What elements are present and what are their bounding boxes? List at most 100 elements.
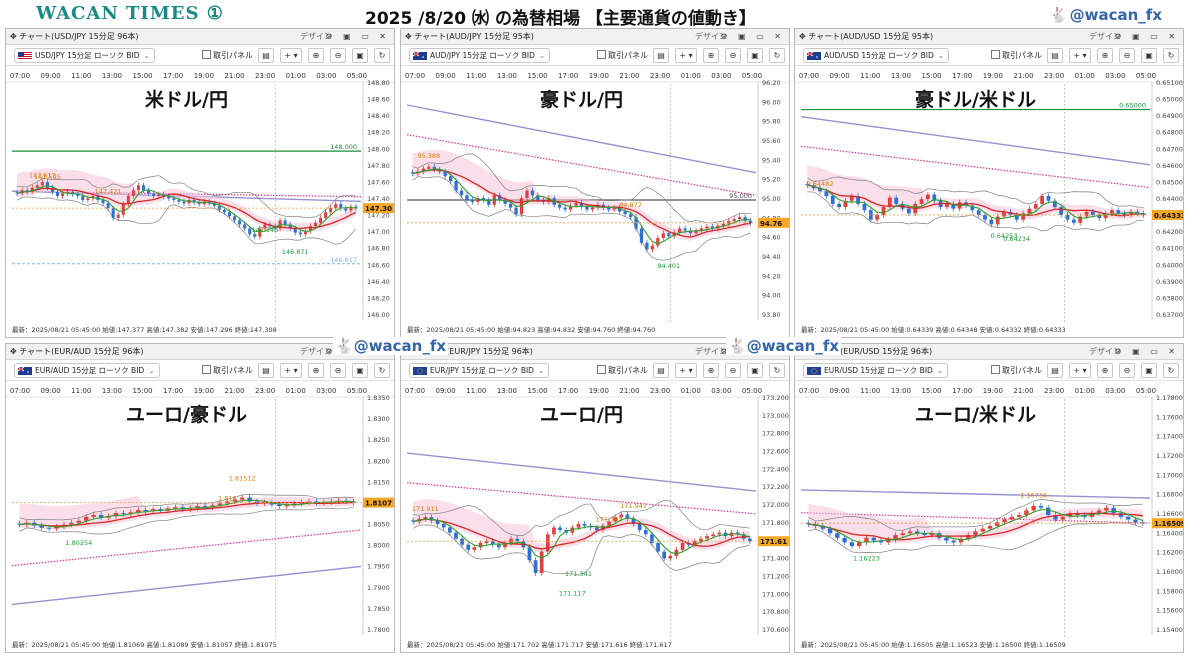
- crosshair-button[interactable]: + ▾: [675, 363, 697, 378]
- crosshair-button[interactable]: + ▾: [1069, 363, 1091, 378]
- zoom-in-button[interactable]: ⊕: [308, 363, 324, 378]
- candle: [637, 524, 642, 531]
- zoom-out-button[interactable]: ⊖: [330, 48, 346, 63]
- price-chart[interactable]: 07:00 09:00 11:00 13:00 15:00 17:00 19:00 21:00…: [6, 381, 394, 641]
- candle: [71, 191, 75, 195]
- panel-title: ✥ チャート(AUD/JPY 15分足 95本): [405, 32, 534, 41]
- x-tick-label: 09:00: [41, 387, 61, 395]
- long-ma-pink: [406, 134, 757, 197]
- candle: [980, 528, 985, 532]
- zoom-out-button[interactable]: ⊖: [725, 363, 741, 378]
- crosshair-button[interactable]: + ▾: [675, 48, 697, 63]
- trade-panel-checkbox[interactable]: 取引パネル: [597, 50, 648, 61]
- refresh-button[interactable]: ↻: [769, 48, 785, 63]
- fit-button[interactable]: ▣: [352, 48, 368, 63]
- trade-panel-checkbox[interactable]: 取引パネル: [202, 365, 253, 376]
- design-button[interactable]: デザイン: [1089, 347, 1121, 356]
- zoom-in-button[interactable]: ⊕: [703, 363, 719, 378]
- symbol-select[interactable]: AUD/JPY 15分足 ローソク BID ⌄: [409, 48, 551, 63]
- zoom-out-button[interactable]: ⊖: [1119, 363, 1135, 378]
- candle: [106, 203, 110, 209]
- candle: [590, 207, 595, 210]
- refresh-button[interactable]: ↻: [769, 363, 785, 378]
- refresh-button[interactable]: ↻: [1163, 363, 1179, 378]
- panel-title-bar[interactable]: ✥ チャート(USD/JPY 15分足 96本) デザイン ⚙ ▣ ▭ ✕: [6, 29, 394, 45]
- trade-panel-checkbox[interactable]: 取引パネル: [991, 365, 1042, 376]
- y-tick-label: 1.17600: [1156, 413, 1183, 421]
- trade-panel-checkbox[interactable]: 取引パネル: [597, 365, 648, 376]
- x-tick-label: 07:00: [405, 72, 425, 80]
- price-chart[interactable]: 07:00 09:00 11:00 13:00 15:00 17:00 19:00 21:00…: [6, 66, 394, 326]
- price-chart[interactable]: 07:00 09:00 11:00 13:00 15:00 17:00 19:00 21:00…: [401, 66, 789, 326]
- design-button[interactable]: デザイン: [695, 32, 727, 41]
- x-tick-label: 01:00: [286, 72, 306, 80]
- trade-panel-checkbox[interactable]: 取引パネル: [202, 50, 253, 61]
- y-tick-label: 172.000: [762, 501, 789, 509]
- indicator-button[interactable]: ▤: [258, 48, 274, 63]
- window-controls[interactable]: ⚙ ▣ ▭ ✕: [720, 32, 785, 41]
- fit-button[interactable]: ▣: [747, 363, 763, 378]
- watermark-2: 🐇@wacan_fx: [726, 337, 842, 355]
- price-chart[interactable]: 07:00 09:00 11:00 13:00 15:00 17:00 19:00 21:00…: [401, 381, 789, 641]
- symbol-select[interactable]: EUR/JPY 15分足 ローソク BID ⌄: [409, 363, 550, 378]
- price-chart[interactable]: 07:00 09:00 11:00 13:00 15:00 17:00 19:00 21:00…: [795, 66, 1183, 326]
- symbol-select[interactable]: USD/JPY 15分足 ローソク BID ⌄: [14, 48, 155, 63]
- trade-panel-checkbox[interactable]: 取引パネル: [991, 50, 1042, 61]
- fit-button[interactable]: ▣: [1141, 48, 1157, 63]
- crosshair-button[interactable]: + ▾: [1069, 48, 1091, 63]
- x-tick-label: 15:00: [921, 72, 941, 80]
- page-title: 2025 /8/20 ㈬ の為替相場 【主要通貨の値動き】: [365, 9, 756, 29]
- candle: [574, 202, 578, 206]
- refresh-button[interactable]: ↻: [374, 363, 390, 378]
- x-tick-label: 13:00: [891, 72, 911, 80]
- candle: [915, 531, 920, 534]
- zoom-in-button[interactable]: ⊕: [1097, 48, 1113, 63]
- symbol-select[interactable]: EUR/USD 15分足 ローソク BID ⌄: [803, 363, 949, 378]
- refresh-button[interactable]: ↻: [1163, 48, 1179, 63]
- symbol-select[interactable]: EUR/AUD 15分足 ローソク BID ⌄: [14, 363, 160, 378]
- symbol-label: USD/JPY 15分足 ローソク BID: [35, 51, 140, 60]
- indicator-button[interactable]: ▤: [1047, 48, 1063, 63]
- chart-toolbar: EUR/JPY 15分足 ローソク BID⌄取引パネル▤+ ▾⊕⊖▣↻✎▾: [401, 360, 789, 381]
- candle: [277, 504, 282, 507]
- zoom-out-button[interactable]: ⊖: [725, 48, 741, 63]
- panel-title-bar[interactable]: ✥ チャート(AUD/USD 15分足 95本) デザイン ⚙ ▣ ▭ ✕: [795, 29, 1183, 45]
- crosshair-button[interactable]: + ▾: [280, 363, 302, 378]
- candle: [843, 200, 848, 208]
- x-tick-label: 03:00: [1105, 72, 1125, 80]
- indicator-button[interactable]: ▤: [653, 363, 669, 378]
- zoom-in-button[interactable]: ⊕: [1097, 363, 1113, 378]
- zoom-out-button[interactable]: ⊖: [330, 363, 346, 378]
- indicator-button[interactable]: ▤: [258, 363, 274, 378]
- y-tick-label: 171.400: [762, 555, 789, 563]
- design-button[interactable]: デザイン: [695, 347, 727, 356]
- candle: [678, 228, 682, 233]
- indicator-button[interactable]: ▤: [653, 48, 669, 63]
- window-controls[interactable]: ⚙ ▣ ▭ ✕: [1114, 32, 1179, 41]
- window-controls[interactable]: ⚙ ▣ ▭ ✕: [325, 32, 390, 41]
- zoom-in-button[interactable]: ⊕: [703, 48, 719, 63]
- refresh-button[interactable]: ↻: [374, 48, 390, 63]
- price-chart[interactable]: 07:00 09:00 11:00 13:00 15:00 17:00 19:00 21:00…: [795, 381, 1183, 641]
- zoom-in-button[interactable]: ⊕: [308, 48, 324, 63]
- candle: [81, 195, 85, 200]
- x-tick-label: 13:00: [497, 387, 517, 395]
- design-button[interactable]: デザイン: [1089, 32, 1121, 41]
- panel-title-bar[interactable]: ✥ チャート(AUD/JPY 15分足 95本) デザイン ⚙ ▣ ▭ ✕: [401, 29, 789, 45]
- fit-button[interactable]: ▣: [352, 363, 368, 378]
- y-tick-label: 1.16400: [1156, 529, 1183, 537]
- fit-button[interactable]: ▣: [747, 48, 763, 63]
- design-button[interactable]: デザイン: [300, 347, 332, 356]
- x-tick-label: 15:00: [527, 72, 547, 80]
- panel-title-bar[interactable]: ✥ チャート(EUR/USD 15分足 96本) デザイン ⚙ ▣ ▭ ✕: [795, 344, 1183, 360]
- y-tick-label: 94.00: [762, 292, 781, 300]
- window-controls[interactable]: ⚙ ▣ ▭ ✕: [1114, 347, 1179, 356]
- x-tick-label: 17:00: [952, 387, 972, 395]
- zoom-out-button[interactable]: ⊖: [1119, 48, 1135, 63]
- candle: [1033, 203, 1038, 209]
- fit-button[interactable]: ▣: [1141, 363, 1157, 378]
- crosshair-button[interactable]: + ▾: [280, 48, 302, 63]
- design-button[interactable]: デザイン: [300, 32, 332, 41]
- indicator-button[interactable]: ▤: [1047, 363, 1063, 378]
- symbol-select[interactable]: AUD/USD 15分足 ローソク BID ⌄: [803, 48, 950, 63]
